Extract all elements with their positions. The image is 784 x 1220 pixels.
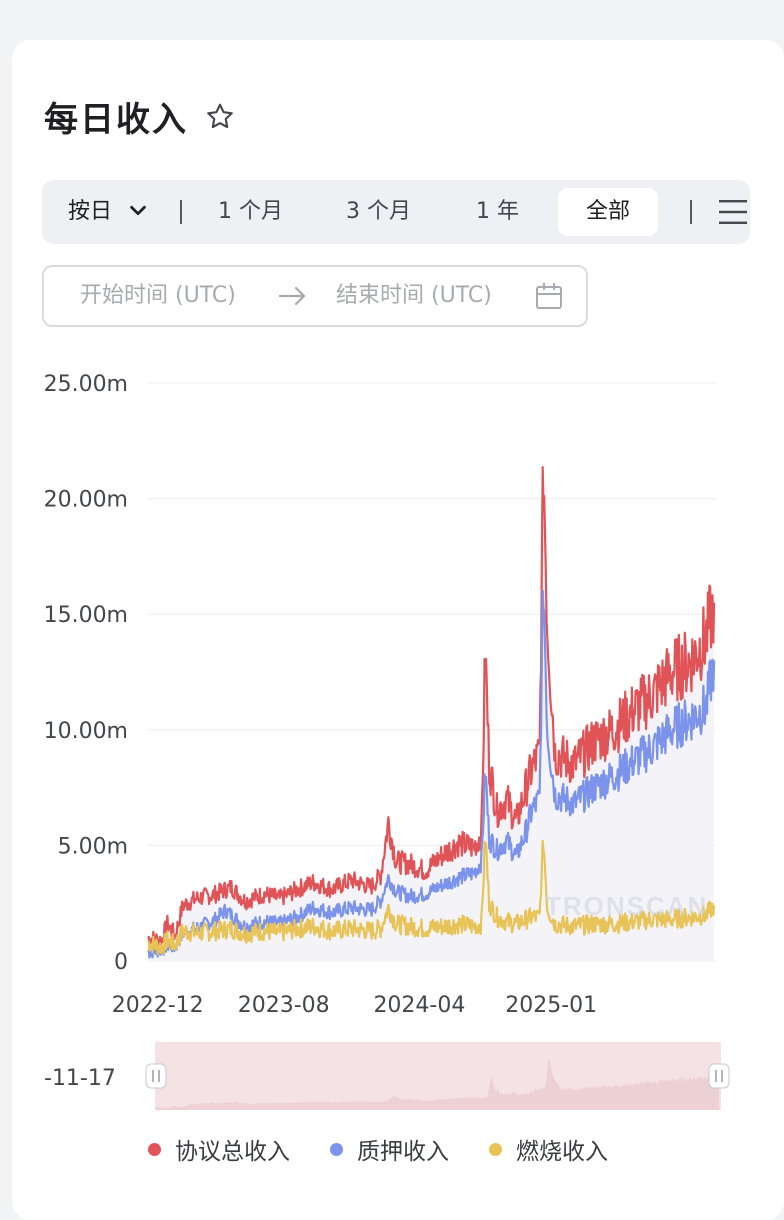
- toolbar-divider: [180, 200, 182, 224]
- legend-item-burn[interactable]: 燃烧收入: [489, 1132, 608, 1166]
- granularity-select[interactable]: 按日: [68, 180, 149, 244]
- calendar-icon[interactable]: [534, 281, 564, 311]
- legend-label: 质押收入: [357, 1139, 449, 1165]
- tab-1-year[interactable]: 1 年: [476, 199, 519, 224]
- chevron-down-icon: [130, 205, 146, 216]
- legend-item-total[interactable]: 协议总收入: [148, 1132, 290, 1166]
- page-title: 每日收入: [44, 100, 188, 140]
- legend-dot: [489, 1142, 502, 1156]
- legend-dot: [330, 1142, 343, 1156]
- star-icon[interactable]: [204, 101, 236, 133]
- tab-1-month[interactable]: 1 个月: [218, 199, 283, 224]
- legend-dot: [148, 1142, 161, 1156]
- legend-label: 协议总收入: [175, 1139, 290, 1165]
- title-row: 每日收入: [44, 92, 236, 141]
- legend-label: 燃烧收入: [516, 1139, 608, 1165]
- period-toolbar: 按日 1 个月 3 个月 1 年 全部: [42, 180, 750, 244]
- tab-all[interactable]: 全部: [558, 188, 658, 236]
- start-date-input[interactable]: 开始时间 (UTC): [80, 283, 236, 308]
- chart-legend: 协议总收入 质押收入 燃烧收入: [148, 1132, 608, 1166]
- date-range-picker[interactable]: 开始时间 (UTC) 结束时间 (UTC): [42, 265, 588, 327]
- menu-icon[interactable]: [718, 198, 748, 226]
- end-date-input[interactable]: 结束时间 (UTC): [336, 283, 492, 308]
- tab-3-months[interactable]: 3 个月: [346, 199, 411, 224]
- legend-item-staking[interactable]: 质押收入: [330, 1132, 449, 1166]
- arrow-right-icon: [278, 286, 306, 306]
- granularity-label: 按日: [68, 199, 113, 224]
- toolbar-divider-2: [690, 200, 692, 224]
